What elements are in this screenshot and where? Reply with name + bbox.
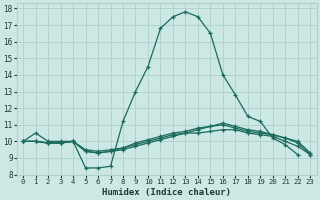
X-axis label: Humidex (Indice chaleur): Humidex (Indice chaleur): [102, 188, 231, 197]
